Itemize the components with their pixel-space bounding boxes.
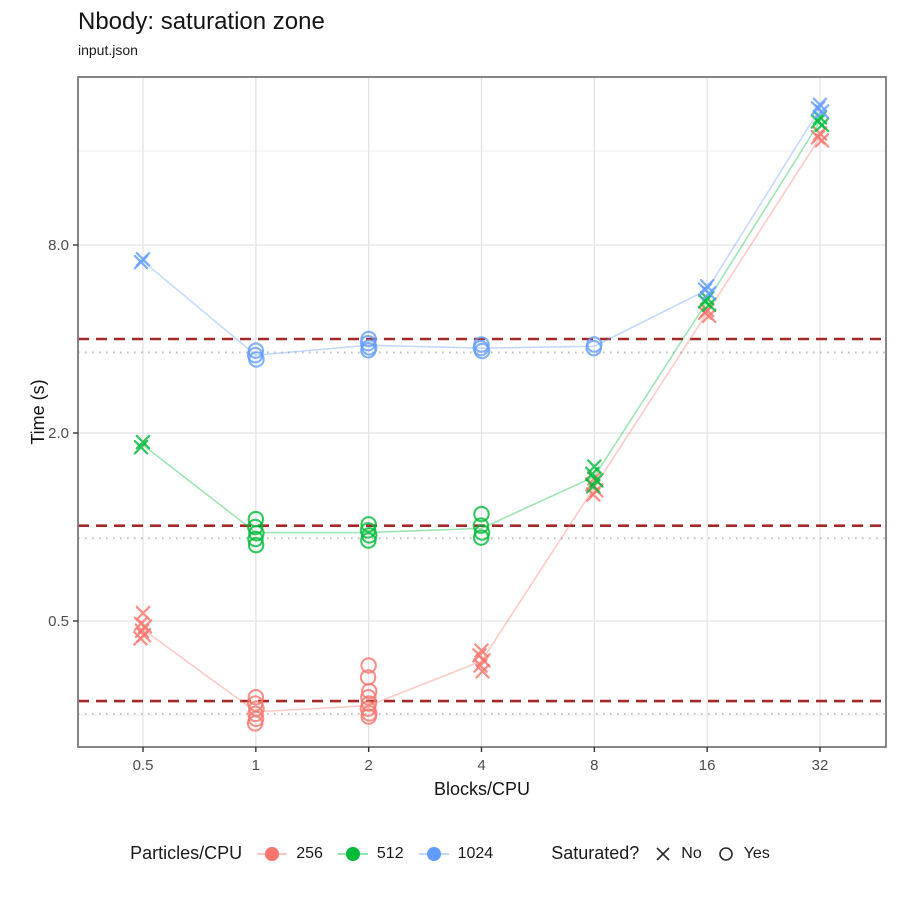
- x-mark-1024: [701, 286, 717, 301]
- legend-shape-title: Saturated?: [551, 843, 640, 863]
- y-tick-label: 8.0: [48, 237, 69, 254]
- legend-item-label: 1024: [457, 844, 494, 862]
- circle-mark-256: [360, 688, 377, 706]
- circle-mark-1024: [585, 339, 602, 357]
- circle-mark-256: [360, 708, 377, 725]
- legend: Particles/CPU 256 512 1024 Saturated? No Ye…: [0, 843, 900, 864]
- circle-mark-512: [472, 529, 490, 546]
- circle-mark-512: [473, 505, 490, 523]
- x-mark-256: [475, 663, 490, 679]
- x-tick-label: 1: [252, 757, 260, 774]
- legend-item-label: 512: [376, 844, 404, 862]
- circle-mark-256: [361, 682, 378, 700]
- key-dot-icon: [265, 846, 280, 861]
- y-tick-label: 2.0: [48, 425, 69, 442]
- point-line-key-icon: [337, 845, 368, 863]
- x-mark-512: [814, 117, 830, 133]
- circle-mark-256: [246, 715, 264, 732]
- x-mark-256: [701, 308, 717, 324]
- legend-spacer: [508, 853, 536, 854]
- circle-mark-1024: [360, 342, 377, 359]
- legend-item-label: 256: [296, 844, 323, 862]
- x-mark-1024: [133, 254, 149, 270]
- x-tick-label: 4: [477, 757, 485, 774]
- x-mark-256: [814, 133, 830, 148]
- x-mark-512: [584, 466, 600, 482]
- legend-item-label: Yes: [743, 844, 770, 862]
- legend-item-512: 512: [337, 844, 404, 863]
- x-mark-512: [133, 439, 149, 455]
- x-mark-1024: [814, 104, 830, 119]
- point-line-key-icon: [257, 845, 288, 863]
- x-mark-256: [133, 630, 148, 646]
- chart-subtitle: input.json: [78, 42, 138, 58]
- legend-item-no: No: [654, 844, 702, 863]
- x-axis-title: Blocks/CPU: [434, 779, 530, 799]
- circle-mark-256: [247, 688, 265, 706]
- circle-mark-512: [248, 524, 265, 542]
- legend-shape-items: No Yes: [654, 845, 770, 863]
- legend-item-yes: Yes: [717, 845, 770, 863]
- circle-mark-512: [246, 518, 264, 536]
- circle-mark-256: [360, 657, 377, 674]
- circle-mark-512: [360, 516, 377, 533]
- x-tick-label: 32: [812, 757, 829, 774]
- x-glyph: [656, 846, 670, 861]
- x-tick-label: 16: [699, 757, 716, 774]
- y-axis-title: Time (s): [28, 379, 48, 444]
- x-shape-icon: [656, 846, 670, 861]
- point-line-key-icon: [418, 845, 449, 863]
- circle-mark-512: [247, 536, 265, 554]
- circle-mark-1024: [248, 351, 265, 368]
- nbody-saturation-chart: 0.5 1 2 4 8 16 32 0.5 2.0 8.0 Blocks/CPU Time (s): [28, 76, 887, 799]
- y-tick-label: 0.5: [48, 613, 69, 630]
- circle-mark-1024: [473, 342, 491, 360]
- circle-shape-icon: [718, 846, 733, 861]
- x-tick-label: 0.5: [133, 757, 154, 774]
- x-tick-label: 8: [590, 757, 598, 774]
- legend-color-items: 256 512 1024: [257, 845, 493, 863]
- key-dot-icon: [426, 846, 441, 861]
- chart-title: Nbody: saturation zone: [78, 8, 325, 35]
- key-dot-icon: [345, 846, 360, 861]
- circle-mark-512: [360, 532, 377, 549]
- legend-color-title: Particles/CPU: [130, 843, 243, 863]
- legend-item-256: 256: [257, 845, 323, 863]
- x-tick-label: 2: [364, 757, 372, 774]
- circle-glyph: [718, 846, 733, 861]
- legend-item-label: No: [681, 844, 702, 862]
- x-mark-512: [701, 297, 717, 313]
- circle-mark-512: [247, 530, 264, 548]
- legend-item-1024: 1024: [418, 844, 494, 863]
- x-mark-512: [585, 478, 601, 494]
- circle-mark-512: [472, 517, 490, 534]
